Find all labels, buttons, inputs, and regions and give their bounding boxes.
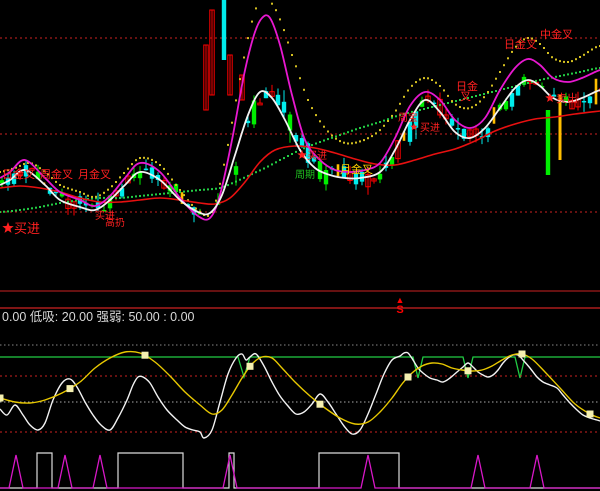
svg-text:0.00 低吸: 20.00 强弱: 50.00 : 0.0: 0.00 低吸: 20.00 强弱: 50.00 : 0.00 xyxy=(2,310,195,324)
svg-text:买进: 买进 xyxy=(307,150,327,162)
svg-text:周宝: 周宝 xyxy=(398,111,418,124)
svg-text:卖出: 卖出 xyxy=(556,91,578,105)
svg-text:日金叉: 日金叉 xyxy=(2,167,35,181)
svg-text:周金叉: 周金叉 xyxy=(40,167,73,181)
svg-text:买进: 买进 xyxy=(95,210,115,222)
svg-text:中金叉: 中金叉 xyxy=(540,27,573,41)
svg-text:月金叉: 月金叉 xyxy=(78,167,111,181)
svg-text:日金叉: 日金叉 xyxy=(504,37,537,51)
svg-text:叉: 叉 xyxy=(460,91,471,103)
svg-text:买进: 买进 xyxy=(420,122,440,134)
svg-text:周期: 周期 xyxy=(295,169,315,181)
svg-text:买进: 买进 xyxy=(14,221,40,236)
svg-text:月金叉: 月金叉 xyxy=(340,162,373,176)
svg-text:S: S xyxy=(396,304,403,316)
